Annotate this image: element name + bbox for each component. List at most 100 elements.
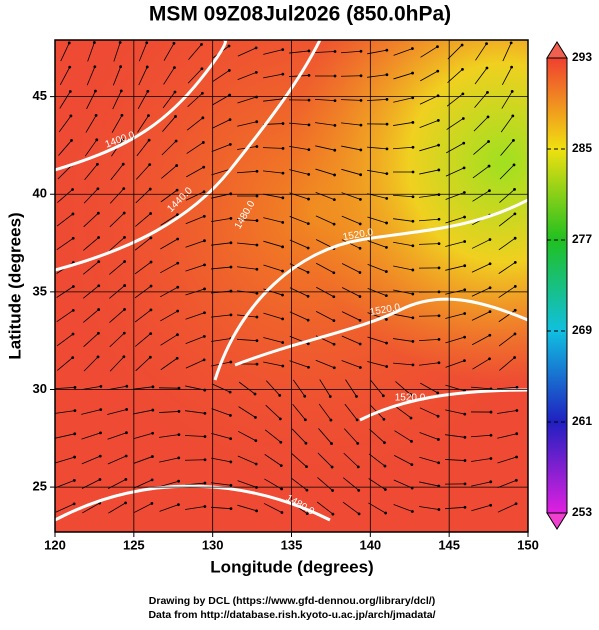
arrow-head [438, 314, 441, 317]
arrow-head [485, 42, 488, 45]
arrow-head [228, 69, 231, 72]
arrow-head [461, 92, 464, 95]
arrow-head [72, 213, 75, 216]
arrow-head [146, 66, 149, 69]
arrow-head [149, 356, 152, 359]
streamline [419, 316, 439, 317]
arrow-head [437, 461, 440, 464]
y-tick-label: 45 [33, 88, 47, 103]
arrow-head [254, 439, 257, 442]
arrow-head [123, 332, 126, 335]
arrow-head [383, 441, 386, 444]
arrow-head [230, 266, 233, 269]
arrow-head [307, 173, 310, 176]
arrow-head [489, 238, 492, 241]
arrow-head [149, 188, 152, 191]
arrow-head [254, 393, 257, 396]
arrow-head [438, 193, 441, 196]
arrow-head [385, 365, 388, 368]
arrow-head [176, 286, 179, 289]
arrow-head [255, 46, 258, 49]
arrow-head [412, 171, 415, 174]
y-tick-label: 25 [33, 479, 47, 494]
arrow-head [382, 418, 385, 421]
colorbar-tick-label: 269 [572, 323, 592, 337]
arrow-head [411, 510, 414, 513]
arrow-head [461, 68, 464, 71]
arrow-head [515, 502, 518, 505]
arrow-head [308, 74, 311, 77]
arrow-head [125, 408, 128, 411]
arrow-head [229, 192, 232, 195]
arrow-head [123, 308, 126, 311]
y-tick-label: 30 [33, 381, 47, 396]
arrow-head [73, 432, 76, 435]
arrow-head [461, 44, 464, 47]
arrow-head [123, 284, 126, 287]
arrow-head [489, 457, 492, 460]
colorbar-tick-label: 253 [572, 505, 592, 519]
arrow-head [463, 240, 466, 243]
arrow-head [256, 195, 259, 198]
colorbar-max-arrow [547, 42, 567, 58]
arrow-head [489, 310, 492, 313]
arrow-head [93, 65, 96, 68]
arrow-head [229, 414, 232, 417]
arrow-head [150, 502, 153, 505]
arrow-head [438, 266, 441, 269]
arrow-head [281, 341, 284, 344]
arrow-head [177, 480, 180, 483]
arrow-head [125, 455, 128, 458]
arrow-head [176, 189, 179, 192]
arrow-head [150, 309, 153, 312]
arrow-head [305, 442, 308, 445]
arrow-head [334, 75, 337, 78]
arrow-head [97, 355, 100, 358]
arrow-head [489, 286, 492, 289]
x-tick-label: 135 [281, 537, 303, 552]
arrow-head [123, 236, 126, 239]
colorbar-tick-label: 293 [572, 50, 592, 64]
arrow-head [73, 479, 76, 482]
arrow-head [281, 294, 284, 297]
arrow-head [357, 465, 360, 468]
x-tick-label: 140 [359, 537, 381, 552]
arrow-head [515, 409, 518, 412]
y-tick-label: 35 [33, 283, 47, 298]
arrow-head [148, 163, 151, 166]
arrow-head [514, 285, 517, 288]
arrow-head [230, 507, 233, 510]
arrow-head [359, 223, 362, 226]
arrow-head [256, 219, 259, 222]
arrow-head [359, 247, 362, 250]
contour-label: 1520.0 [395, 393, 426, 404]
arrow-head [486, 91, 489, 94]
arrow-head [203, 505, 206, 508]
arrow-head [411, 47, 414, 50]
arrow-head [411, 340, 414, 343]
arrow-head [204, 435, 207, 438]
arrow-head [463, 312, 466, 315]
arrow-head [152, 385, 155, 388]
arrow-head [72, 285, 75, 288]
arrow-head [121, 114, 124, 117]
arrow-head [203, 239, 206, 242]
arrow-head [308, 123, 311, 126]
arrow-head [72, 333, 75, 336]
arrow-head [333, 223, 336, 226]
arrow-head [412, 363, 415, 366]
arrow-head [254, 416, 257, 419]
arrow-head [280, 488, 283, 491]
arrow-head [229, 143, 232, 146]
arrow-head [124, 501, 127, 504]
arrow-head [201, 67, 204, 70]
arrow-head [200, 43, 203, 46]
arrow-head [174, 91, 177, 94]
arrow-head [72, 309, 75, 312]
arrow-head [511, 114, 514, 117]
footer-line: Drawing by DCL (https://www.gfd-dennou.o… [149, 595, 435, 607]
arrow-head [119, 41, 122, 44]
arrow-head [176, 357, 179, 360]
arrow-head [385, 49, 388, 52]
